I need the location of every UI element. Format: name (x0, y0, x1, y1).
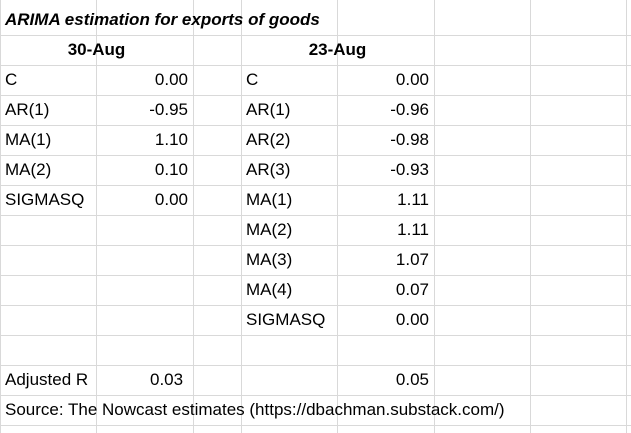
right-row-value: 0.07 (395, 280, 429, 299)
gridline (193, 0, 194, 433)
right-row-value: 1.07 (395, 250, 429, 269)
gridline (96, 0, 97, 433)
adjusted-r-left-value: 0.03 (150, 370, 184, 389)
left-row-value: 0.00 (154, 70, 188, 89)
column-header-30-aug: 30-Aug (67, 40, 126, 59)
gridline (0, 275, 631, 276)
gridline (337, 0, 338, 433)
right-row-value: -0.93 (390, 160, 429, 179)
left-row-value: -0.95 (149, 100, 188, 119)
left-row-label: MA(1) (5, 130, 52, 149)
gridline (241, 0, 242, 433)
gridline (0, 65, 631, 66)
right-row-label: MA(1) (246, 190, 293, 209)
right-row-value: 0.00 (395, 310, 429, 329)
gridline (434, 0, 435, 433)
left-row-label: SIGMASQ (5, 190, 85, 209)
adjusted-r-right-value: 0.05 (395, 370, 429, 389)
right-row-value: 1.11 (397, 190, 429, 209)
gridline (0, 425, 631, 426)
gridline (0, 125, 631, 126)
gridline (0, 365, 631, 366)
gridline (0, 305, 631, 306)
right-row-value: -0.98 (390, 130, 429, 149)
source-note: Source: The Nowcast estimates (https://d… (5, 400, 505, 419)
left-row-value: 0.10 (154, 160, 188, 179)
right-row-label: SIGMASQ (246, 310, 326, 329)
gridline (0, 95, 631, 96)
gridline (0, 395, 631, 396)
right-row-label: AR(3) (246, 160, 291, 179)
adjusted-r-label: Adjusted R (5, 370, 89, 389)
right-row-label: C (246, 70, 259, 89)
left-row-value: 1.10 (154, 130, 188, 149)
right-row-label: MA(2) (246, 220, 293, 239)
left-row-value: 0.00 (154, 190, 188, 209)
right-row-label: AR(2) (246, 130, 291, 149)
column-header-23-aug: 23-Aug (308, 40, 367, 59)
gridline (0, 185, 631, 186)
right-row-value: 0.00 (395, 70, 429, 89)
gridline (626, 0, 627, 433)
left-row-label: MA(2) (5, 160, 52, 179)
gridline (0, 245, 631, 246)
right-row-value: -0.96 (390, 100, 429, 119)
gridline (530, 0, 531, 433)
right-row-label: MA(4) (246, 280, 293, 299)
left-row-label: AR(1) (5, 100, 50, 119)
gridline (0, 35, 631, 36)
left-row-label: C (5, 70, 18, 89)
right-row-label: AR(1) (246, 100, 291, 119)
right-row-label: MA(3) (246, 250, 293, 269)
right-row-value: 1.11 (397, 220, 429, 239)
gridline (0, 0, 1, 433)
gridline (0, 155, 631, 156)
sheet-title: ARIMA estimation for exports of goods (5, 10, 320, 29)
gridline (0, 215, 631, 216)
gridline (0, 335, 631, 336)
